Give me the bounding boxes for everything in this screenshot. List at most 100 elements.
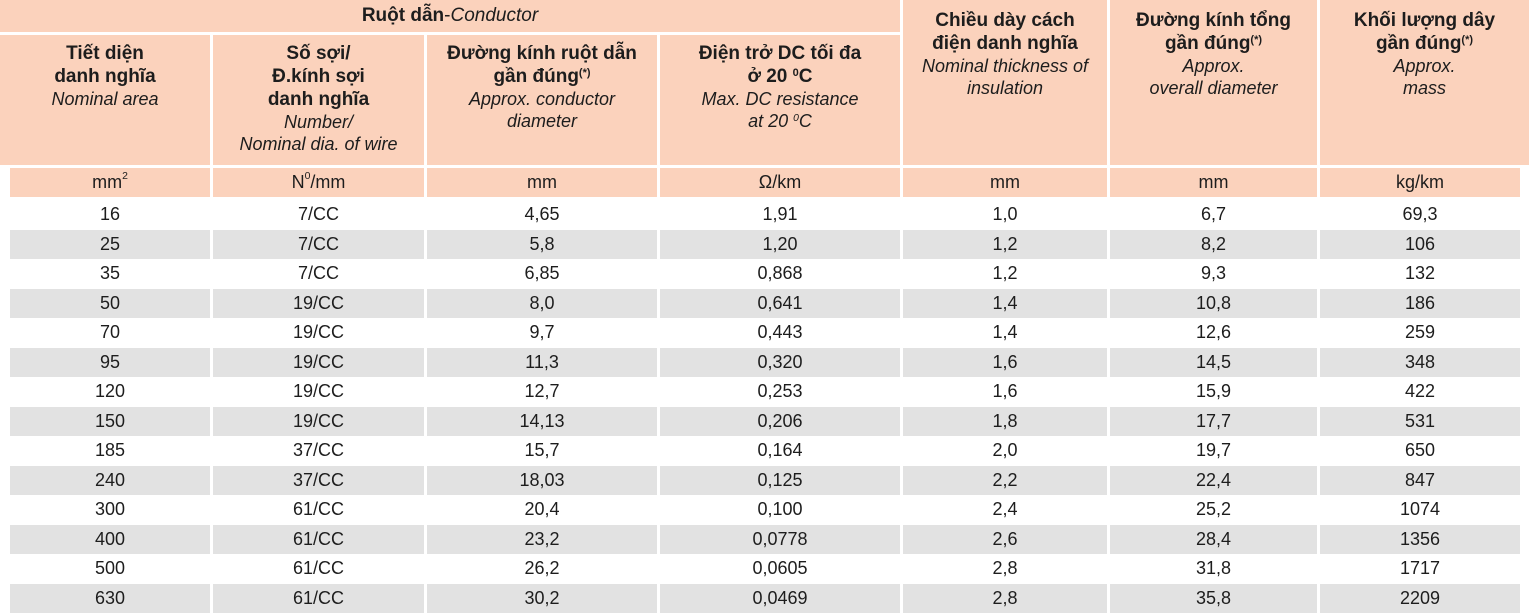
table-cell: 185 [10,436,213,466]
table-cell: 50 [10,288,213,318]
table-cell: 259 [1404,322,1436,343]
table-cell: 19/CC [213,377,427,407]
header-mass: Khối lượng dây gần đúng(*) Approx. mass [1320,0,1529,165]
table-cell: 14,5 [1110,347,1320,377]
table-cell: 650 [1404,440,1436,461]
table-cell: 37/CC [213,465,427,495]
group-title-sep: - [444,5,451,26]
table-cell: 7/CC [213,200,427,230]
table-cell: 1,6 [903,377,1110,407]
table-cell: 28,4 [1110,524,1320,554]
table-cell: 240 [10,465,213,495]
header-insulation-thickness: Chiều dày cách điện danh nghĩa Nominal th… [903,0,1110,165]
table-cell: 61/CC [213,583,427,613]
table-cell: 18,03 [427,465,660,495]
table-cell: 0,100 [660,495,903,525]
table-cell: 300 [10,495,213,525]
table-row: 25 7/CC 5,8 1,20 1,2 8,2 106 [10,229,1520,259]
table-cell: 1074 [1399,499,1441,520]
table-cell: 1,2 [903,259,1110,289]
unit-cell: kg/km [1395,172,1444,192]
group-title-vi: Ruột dẫn [361,5,445,26]
table-cell: 15,9 [1110,377,1320,407]
table-row: 500 61/CC 26,2 0,0605 2,8 31,8 1717 [10,554,1520,584]
header-nominal-area-vi: Tiết diện danh nghĩa [54,43,156,87]
header-conductor-diameter-en: Approx. conductor diameter [468,89,616,131]
table-cell: 20,4 [427,495,660,525]
table-body: 16 7/CC 4,65 1,91 1,0 6,7 69,3 25 7/CC 5… [10,200,1520,613]
table-cell: 19/CC [213,406,427,436]
unit-cell: mm [903,168,1110,197]
header-number-of-wires: Số sợi/Đ.kính sợi danh nghĩa Number/Nomin… [213,35,427,165]
table-cell: 61/CC [213,495,427,525]
table-row: 50 19/CC 8,0 0,641 1,4 10,8 186 [10,288,1520,318]
table-cell: 16 [10,200,213,230]
table-cell: 9,7 [427,318,660,348]
table-cell: 31,8 [1110,554,1320,584]
table-cell: 1,91 [660,200,903,230]
header-dc-resistance-vi: Điện trở DC tối đa ở 20 0C [698,43,862,87]
table-cell: 19/CC [213,288,427,318]
table-cell: 630 [10,583,213,613]
header-conductor-diameter: Đường kính ruột dẫn gần đúng(*) Approx. c… [427,35,660,165]
table-cell: 61/CC [213,554,427,584]
unit-cell: mm [1110,168,1320,197]
group-title-en: Conductor [450,5,539,26]
table-row: 240 37/CC 18,03 0,125 2,2 22,4 847 [10,465,1520,495]
table-cell: 400 [10,524,213,554]
table-row: 120 19/CC 12,7 0,253 1,6 15,9 422 [10,377,1520,407]
table-cell: 61/CC [213,524,427,554]
table-cell: 0,320 [660,347,903,377]
table-cell: 11,3 [427,347,660,377]
unit-cell: mm [427,168,660,197]
header-conductor-group: Ruột dẫn - Conductor [0,0,903,35]
table-cell: 10,8 [1110,288,1320,318]
table-cell: 8,0 [427,288,660,318]
table-cell: 37/CC [213,436,427,466]
table-cell: 186 [1404,292,1436,313]
table-cell: 6,85 [427,259,660,289]
table-row: 70 19/CC 9,7 0,443 1,4 12,6 259 [10,318,1520,348]
table-cell: 30,2 [427,583,660,613]
unit-cell: mm 2 [10,168,213,197]
table-cell: 6,7 [1110,200,1320,230]
header-overall-diameter-en: Approx. overall diameter [1149,56,1278,98]
unit-cell: N 0/mm [213,168,427,197]
table-cell: 70 [10,318,213,348]
header-mass-en: Approx. mass [1393,56,1456,98]
header-nominal-area-en: Nominal area [51,89,159,109]
table-cell: 25 [10,229,213,259]
table-row: 630 61/CC 30,2 0,0469 2,8 35,8 2209 [10,583,1520,613]
table-cell: 12,6 [1110,318,1320,348]
table-cell: 0,0469 [660,583,903,613]
table-row: 150 19/CC 14,13 0,206 1,8 17,7 531 [10,406,1520,436]
header-mass-vi: Khối lượng dây gần đúng(*) [1353,10,1496,54]
table-cell: 0,164 [660,436,903,466]
header-insulation-thickness-vi: Chiều dày cách điện danh nghĩa [932,10,1078,54]
table-cell: 95 [10,347,213,377]
table-cell: 0,125 [660,465,903,495]
table-row: 300 61/CC 20,4 0,100 2,4 25,2 1074 [10,495,1520,525]
table-cell: 22,4 [1110,465,1320,495]
table-cell: 2,8 [903,554,1110,584]
table-cell: 531 [1404,410,1436,431]
table-cell: 1,4 [903,288,1110,318]
header-overall-diameter-vi: Đường kính tổng gần đúng(*) [1136,10,1291,54]
header-dc-resistance-en: Max. DC resistance at 20 0C [701,89,859,131]
table-cell: 2,2 [903,465,1110,495]
table-cell: 2,6 [903,524,1110,554]
table-cell: 0,0605 [660,554,903,584]
table-cell: 1,6 [903,347,1110,377]
table-cell: 2,0 [903,436,1110,466]
table-cell: 1,4 [903,318,1110,348]
header-insulation-thickness-en: Nominal thickness of insulation [921,56,1089,98]
table-cell: 0,641 [660,288,903,318]
table-row: 95 19/CC 11,3 0,320 1,6 14,5 348 [10,347,1520,377]
table-cell: 847 [1404,469,1436,490]
table-cell: 4,65 [427,200,660,230]
table-cell: 132 [1404,263,1436,284]
table-cell: 1,8 [903,406,1110,436]
table-cell: 2,4 [903,495,1110,525]
table-cell: 35 [10,259,213,289]
